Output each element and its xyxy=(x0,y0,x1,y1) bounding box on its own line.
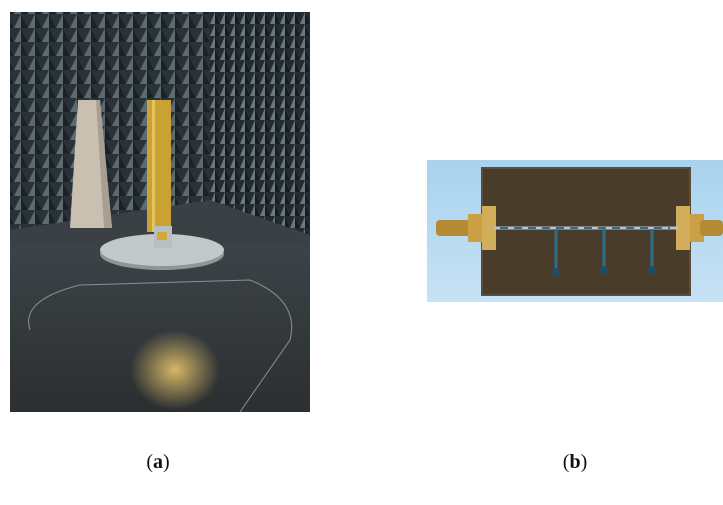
caption-close: ) xyxy=(163,451,170,473)
caption-letter: a xyxy=(153,451,163,473)
caption-close: ) xyxy=(581,451,588,473)
caption-a: (a) xyxy=(146,451,169,473)
photo-pcb xyxy=(427,160,723,302)
photo-chamber xyxy=(10,12,310,413)
caption-b: (b) xyxy=(563,451,587,473)
caption-open: ( xyxy=(146,451,153,473)
caption-open: ( xyxy=(563,451,570,473)
caption-letter: b xyxy=(569,451,580,473)
